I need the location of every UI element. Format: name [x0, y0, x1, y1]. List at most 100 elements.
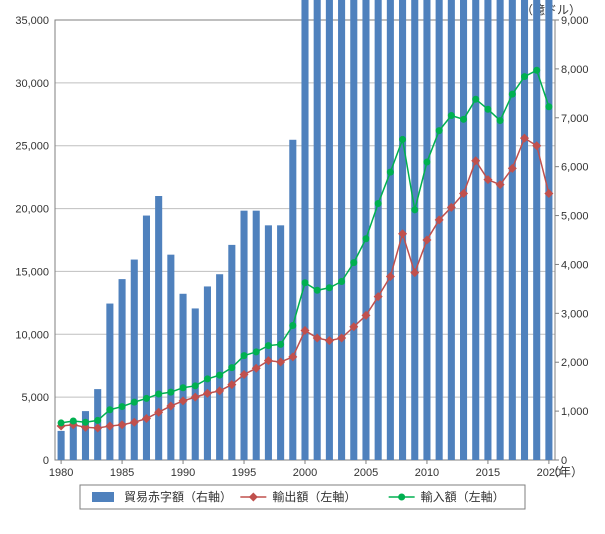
- chart-container: 0 5,000 10,000 15,000 20,000 25,000 30,000 35,0…: [0, 0, 605, 534]
- deficit-bar: [240, 211, 247, 460]
- import-marker: [119, 403, 126, 410]
- deficit-bar: [216, 274, 223, 460]
- left-tick-label: 30,000: [15, 78, 49, 90]
- import-marker: [106, 406, 113, 413]
- deficit-bar: [497, 0, 504, 460]
- deficit-bar: [180, 294, 187, 460]
- import-marker: [265, 342, 272, 349]
- left-tick-label: 0: [43, 455, 49, 467]
- import-marker: [326, 284, 333, 291]
- x-tick-label: 2000: [293, 467, 317, 479]
- import-marker: [423, 159, 430, 166]
- import-marker: [497, 117, 504, 124]
- x-tick-label: 2010: [415, 467, 439, 479]
- import-marker: [82, 419, 89, 426]
- deficit-bar: [314, 0, 321, 460]
- right-tick-label: 7,000: [561, 113, 589, 125]
- import-marker: [314, 287, 321, 294]
- deficit-bar: [436, 0, 443, 460]
- deficit-bar: [143, 216, 150, 460]
- deficit-bar: [472, 0, 479, 460]
- left-tick-label: 35,000: [15, 15, 49, 27]
- import-marker: [302, 279, 309, 286]
- import-marker: [484, 106, 491, 113]
- import-marker: [192, 382, 199, 389]
- deficit-bar: [253, 211, 260, 460]
- deficit-bar: [545, 0, 552, 460]
- x-tick-label: 1980: [49, 467, 73, 479]
- import-marker: [521, 73, 528, 80]
- import-marker: [472, 96, 479, 103]
- deficit-bar: [411, 0, 418, 460]
- deficit-bar: [119, 279, 126, 460]
- import-marker: [289, 322, 296, 329]
- deficit-bar: [204, 286, 211, 460]
- import-marker: [399, 136, 406, 143]
- deficit-bar: [131, 260, 138, 460]
- deficit-bar: [228, 245, 235, 460]
- deficit-bar: [289, 140, 296, 460]
- deficit-bar: [423, 0, 430, 460]
- deficit-bar: [326, 0, 333, 460]
- import-marker: [155, 391, 162, 398]
- deficit-bar: [521, 0, 528, 460]
- deficit-bar: [375, 0, 382, 460]
- left-tick-label: 25,000: [15, 141, 49, 153]
- import-marker: [216, 372, 223, 379]
- import-marker: [70, 418, 77, 425]
- left-tick-label: 10,000: [15, 329, 49, 341]
- right-tick-label: 1,000: [561, 406, 589, 418]
- legend-swatch-bar: [92, 492, 114, 502]
- deficit-bar: [448, 0, 455, 460]
- right-tick-label: 8,000: [561, 64, 589, 76]
- x-tick-label: 1995: [232, 467, 256, 479]
- import-marker: [253, 348, 260, 355]
- deficit-bar: [167, 255, 174, 460]
- left-tick-label: 15,000: [15, 266, 49, 278]
- import-marker: [460, 116, 467, 123]
- x-tick-label: 1985: [110, 467, 134, 479]
- import-marker: [545, 103, 552, 110]
- import-marker: [448, 112, 455, 119]
- right-tick-label: 2,000: [561, 357, 589, 369]
- import-marker: [143, 395, 150, 402]
- legend-swatch-circle: [398, 494, 405, 501]
- right-tick-label: 3,000: [561, 308, 589, 320]
- deficit-bar: [484, 0, 491, 460]
- import-marker: [436, 127, 443, 134]
- legend-label: 輸入額（左軸）: [421, 489, 505, 504]
- import-marker: [94, 417, 101, 424]
- legend-label: 輸出額（左軸）: [272, 489, 356, 504]
- deficit-bar: [301, 0, 308, 460]
- x-axis-label: （年）: [547, 465, 583, 479]
- right-tick-label: 4,000: [561, 259, 589, 271]
- import-marker: [375, 200, 382, 207]
- import-marker: [277, 341, 284, 348]
- import-marker: [58, 419, 65, 426]
- chart-svg: 0 5,000 10,000 15,000 20,000 25,000 30,000 35,0…: [0, 0, 605, 534]
- import-marker: [241, 352, 248, 359]
- import-marker: [509, 91, 516, 98]
- right-tick-label: 5,000: [561, 211, 589, 223]
- import-marker: [204, 375, 211, 382]
- import-marker: [167, 389, 174, 396]
- left-tick-label: 20,000: [15, 204, 49, 216]
- deficit-bar: [155, 196, 162, 460]
- import-marker: [387, 169, 394, 176]
- deficit-bar: [509, 0, 516, 460]
- import-marker: [180, 384, 187, 391]
- import-marker: [131, 399, 138, 406]
- deficit-bar: [387, 0, 394, 460]
- deficit-bar: [460, 0, 467, 460]
- import-marker: [411, 206, 418, 213]
- import-marker: [350, 259, 357, 266]
- deficit-bar: [338, 0, 345, 460]
- import-marker: [362, 235, 369, 242]
- deficit-bar: [106, 304, 113, 460]
- deficit-bar: [350, 0, 357, 460]
- x-tick-label: 2015: [476, 467, 500, 479]
- left-tick-label: 5,000: [21, 392, 49, 404]
- import-marker: [533, 67, 540, 74]
- import-marker: [228, 364, 235, 371]
- x-tick-label: 1990: [171, 467, 195, 479]
